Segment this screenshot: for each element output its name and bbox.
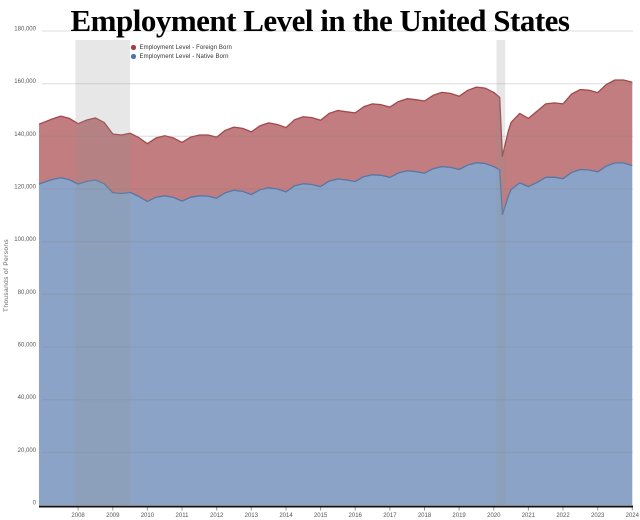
x-tick-label: 2023 (591, 513, 605, 519)
x-tick-label: 2017 (383, 513, 397, 519)
x-tick-label: 2013 (245, 513, 259, 519)
chart-legend: Employment Level - Foreign Born Employme… (131, 43, 232, 61)
x-tick-label: 2019 (452, 513, 466, 519)
y-tick-label: 60,000 (18, 343, 37, 349)
y-tick-label: 180,000 (14, 27, 36, 33)
legend-item-foreign-born: Employment Level - Foreign Born (131, 43, 232, 52)
x-tick-label: 2010 (141, 513, 155, 519)
x-tick-label: 2018 (418, 513, 432, 519)
y-tick-label: 140,000 (14, 132, 36, 138)
legend-item-native-born: Employment Level - Native Born (131, 52, 232, 61)
foreign-born-area (39, 80, 633, 215)
legend-label-foreign-born: Employment Level - Foreign Born (139, 44, 232, 51)
native-born-legend-dot-icon (131, 54, 136, 59)
foreign-born-line (38, 79, 633, 157)
x-tick-label: 2015 (314, 513, 328, 519)
recession-band (496, 40, 506, 505)
recession-band (75, 40, 131, 505)
y-tick-label: 0 (33, 501, 37, 507)
x-tick-label: 2011 (176, 513, 190, 519)
chart-title: Employment Level in the United States (70, 3, 570, 38)
native-born-area (39, 162, 633, 505)
y-tick-label: 100,000 (14, 237, 36, 243)
y-tick-label: 160,000 (14, 79, 36, 85)
y-axis-title: Thousands of Persons (3, 238, 10, 312)
x-tick-label: 2021 (522, 513, 536, 519)
y-tick-label: 80,000 (18, 290, 37, 296)
native-born-line (38, 162, 633, 216)
legend-label-native-born: Employment Level - Native Born (139, 53, 229, 60)
x-tick-label: 2022 (556, 513, 570, 519)
foreign-born-legend-dot-icon (131, 45, 136, 50)
x-tick-label: 2016 (349, 513, 363, 519)
x-tick-label: 2012 (210, 513, 224, 519)
x-tick-label: 2008 (71, 513, 85, 519)
x-tick-label: 2009 (106, 513, 120, 519)
y-tick-label: 20,000 (18, 448, 37, 454)
x-tick-label: 2014 (279, 513, 293, 519)
y-tick-label: 40,000 (18, 395, 37, 401)
x-tick-label: 2020 (487, 513, 501, 519)
x-tick-label: 2024 (626, 513, 640, 519)
y-tick-label: 120,000 (14, 185, 36, 191)
